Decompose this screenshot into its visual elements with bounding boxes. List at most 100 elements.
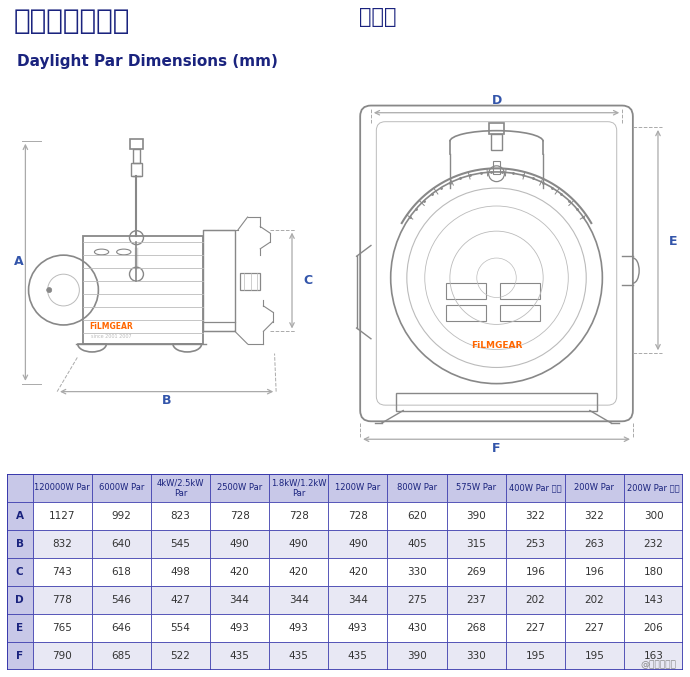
Text: 227: 227 (584, 623, 604, 633)
Text: A: A (16, 511, 23, 521)
Text: 1.8kW/1.2kW
Par: 1.8kW/1.2kW Par (271, 478, 326, 498)
Bar (7, 474, 32, 502)
Bar (203, 230, 235, 331)
Bar (328, 474, 387, 502)
Text: 498: 498 (170, 567, 190, 577)
Text: C: C (303, 274, 313, 287)
Bar (32, 642, 92, 670)
Text: 728: 728 (230, 511, 250, 521)
Bar (506, 614, 565, 642)
Bar (387, 502, 446, 530)
Bar (565, 530, 624, 558)
Bar (151, 530, 210, 558)
Text: 300: 300 (644, 511, 663, 521)
Bar (624, 558, 683, 586)
Text: D: D (15, 595, 24, 605)
Text: 143: 143 (644, 595, 664, 605)
Text: 405: 405 (407, 539, 427, 549)
Bar (92, 614, 151, 642)
Text: 640: 640 (111, 539, 131, 549)
Text: 490: 490 (348, 539, 368, 549)
Text: 790: 790 (52, 651, 72, 661)
Text: A: A (14, 255, 24, 268)
Bar (269, 642, 328, 670)
Text: 546: 546 (111, 595, 131, 605)
Text: FiLMGEAR: FiLMGEAR (89, 322, 133, 331)
Text: 120000W Par: 120000W Par (34, 483, 90, 492)
Bar (387, 642, 446, 670)
Text: 269: 269 (466, 567, 486, 577)
Text: 800W Par: 800W Par (397, 483, 437, 492)
Text: 685: 685 (111, 651, 131, 661)
Bar (446, 614, 506, 642)
Text: 646: 646 (111, 623, 131, 633)
Bar (506, 530, 565, 558)
Text: Daylight Par Dimensions (mm): Daylight Par Dimensions (mm) (17, 54, 278, 69)
Bar (446, 283, 486, 299)
Bar (489, 123, 504, 134)
Text: 195: 195 (584, 651, 604, 661)
Bar (446, 558, 506, 586)
Text: B: B (16, 539, 23, 549)
Text: 493: 493 (289, 623, 308, 633)
Text: F: F (492, 442, 501, 455)
Bar (446, 642, 506, 670)
Bar (565, 586, 624, 614)
Bar (328, 502, 387, 530)
Bar (387, 530, 446, 558)
Bar (92, 586, 151, 614)
Text: 330: 330 (407, 567, 427, 577)
Bar (32, 586, 92, 614)
Text: 743: 743 (52, 567, 72, 577)
Bar (32, 474, 92, 502)
Text: 200W Par: 200W Par (574, 483, 614, 492)
Text: 420: 420 (230, 567, 250, 577)
Text: 202: 202 (584, 595, 604, 605)
Bar (446, 474, 506, 502)
Bar (387, 474, 446, 502)
Text: 390: 390 (466, 511, 486, 521)
Bar (269, 558, 328, 586)
Bar (151, 474, 210, 502)
Bar (624, 502, 683, 530)
Text: 400W Par 小型: 400W Par 小型 (509, 483, 562, 492)
Bar (132, 149, 140, 163)
Bar (491, 134, 502, 150)
Bar (210, 474, 269, 502)
Text: 430: 430 (407, 623, 427, 633)
Text: 823: 823 (170, 511, 190, 521)
Bar (446, 305, 486, 321)
Text: 427: 427 (170, 595, 190, 605)
Bar (32, 558, 92, 586)
Bar (565, 614, 624, 642)
Bar (151, 642, 210, 670)
Text: 435: 435 (348, 651, 368, 661)
Bar (565, 474, 624, 502)
Text: 490: 490 (289, 539, 308, 549)
Text: 1127: 1127 (49, 511, 75, 521)
Bar (624, 642, 683, 670)
Bar (506, 474, 565, 502)
Bar (269, 474, 328, 502)
Bar (269, 502, 328, 530)
Bar (7, 502, 32, 530)
Bar (506, 642, 565, 670)
Bar (210, 614, 269, 642)
Bar (151, 558, 210, 586)
Bar (387, 614, 446, 642)
Bar (92, 642, 151, 670)
Text: 1200W Par: 1200W Par (335, 483, 380, 492)
Text: C: C (16, 567, 23, 577)
Text: 420: 420 (289, 567, 308, 577)
Bar (210, 558, 269, 586)
Bar (7, 530, 32, 558)
Bar (624, 530, 683, 558)
Text: B: B (162, 394, 171, 408)
Bar (83, 236, 203, 344)
Text: 390: 390 (407, 651, 427, 661)
Text: 322: 322 (525, 511, 545, 521)
Bar (624, 586, 683, 614)
Text: @影视工业网: @影视工业网 (640, 660, 676, 670)
Bar (387, 586, 446, 614)
Text: 195: 195 (525, 651, 545, 661)
